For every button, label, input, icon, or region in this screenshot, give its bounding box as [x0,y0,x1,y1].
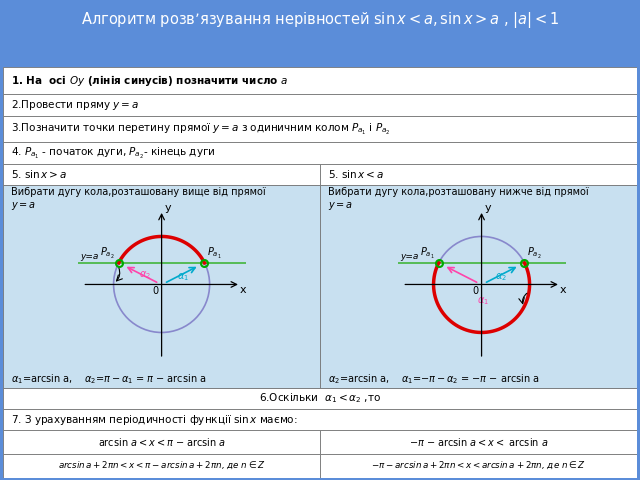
Bar [3,431,320,454]
Bar [320,164,637,185]
Text: $P_{a_1}$: $P_{a_1}$ [420,246,435,261]
Text: $-\pi$ − arcsin $a < x <$ arcsin $a$: $-\pi$ − arcsin $a < x <$ arcsin $a$ [409,436,548,448]
Text: $\alpha_2$: $\alpha_2$ [495,271,507,283]
Bar [3,408,637,431]
Text: 7. З урахуванням періодичності функції $\sin x$ маємо:: 7. З урахуванням періодичності функції $… [11,412,298,427]
Bar [3,164,320,185]
Text: y=a: y=a [400,252,419,261]
Bar [3,185,320,388]
Text: $\alpha_2$: $\alpha_2$ [138,269,150,281]
Bar [320,454,637,478]
Bar [320,185,637,388]
Text: 0: 0 [472,286,478,296]
Text: y: y [485,203,492,213]
Text: $arcsin\,a + 2\pi n < x < \pi - arcsin\,a + 2\pi n$, де $n \in Z$: $arcsin\,a + 2\pi n < x < \pi - arcsin\,… [58,460,266,471]
Text: y: y [165,203,172,213]
Text: 1. На  осі $Oy$ (лінія синусів) позначити число $a$: 1. На осі $Oy$ (лінія синусів) позначити… [11,73,288,88]
Text: $P_{a_1}$: $P_{a_1}$ [207,246,221,261]
Text: 2.Провести пряму $y=a$: 2.Провести пряму $y=a$ [11,98,139,112]
Text: x: x [560,285,566,295]
Text: $\alpha_1$: $\alpha_1$ [477,296,489,308]
Text: $\alpha_2$=arcsin a,    $\alpha_1$=$-\pi - \alpha_2$ = $-\pi$ − arcsin a: $\alpha_2$=arcsin a, $\alpha_1$=$-\pi - … [328,372,540,386]
Bar [3,388,637,408]
Text: 0: 0 [152,286,158,296]
Text: $P_{a_2}$: $P_{a_2}$ [100,246,115,261]
Text: Вибрати дугу кола,розташовану нижче від прямої
$y=a$: Вибрати дугу кола,розташовану нижче від … [328,187,588,212]
Bar [3,94,637,116]
Bar [320,431,637,454]
Text: y=a: y=a [80,252,99,261]
Text: 5. $\sin x > a$: 5. $\sin x > a$ [11,168,67,180]
Text: 6.Оскільки  $\alpha_1< \alpha_2$ ,то: 6.Оскільки $\alpha_1< \alpha_2$ ,то [259,391,381,405]
Text: $P_{a_2}$: $P_{a_2}$ [527,246,541,261]
Text: $\alpha_1$: $\alpha_1$ [177,271,189,283]
Text: Вибрати дугу кола,розташовану вище від прямої
$y=a$: Вибрати дугу кола,розташовану вище від п… [11,187,266,212]
Bar [3,454,320,478]
Text: arcsin $a < x < \pi$ − arcsin $a$: arcsin $a < x < \pi$ − arcsin $a$ [97,436,226,448]
Bar [3,116,637,142]
Text: 4. $P_{a_1}$ - початок дуги, $P_{a_2}$- кінець дуги: 4. $P_{a_1}$ - початок дуги, $P_{a_2}$- … [11,145,216,161]
Text: $\alpha_1$=arcsin a,    $\alpha_2$=$\pi - \alpha_1$ = $\pi$ − arcsin a: $\alpha_1$=arcsin a, $\alpha_2$=$\pi - \… [11,372,206,386]
Bar [3,67,637,94]
Bar [3,142,637,164]
Text: 5. $\sin x < a$: 5. $\sin x < a$ [328,168,384,180]
Text: x: x [240,285,246,295]
Text: Алгоритм розв’язування нерівностей $\sin x < a, \sin x > a$ , $|a| < 1$: Алгоритм розв’язування нерівностей $\sin… [81,9,559,30]
Text: 3.Позначити точки перетину прямої $y=a$ з одиничним колом $P_{a_1}$ і $P_{a_2}$: 3.Позначити точки перетину прямої $y=a$ … [11,121,390,137]
Text: $-\pi - arcsin\,a + 2\pi n < x < arcsin\,a + 2\pi n$, де $n \in Z$: $-\pi - arcsin\,a + 2\pi n < x < arcsin\… [371,460,586,471]
